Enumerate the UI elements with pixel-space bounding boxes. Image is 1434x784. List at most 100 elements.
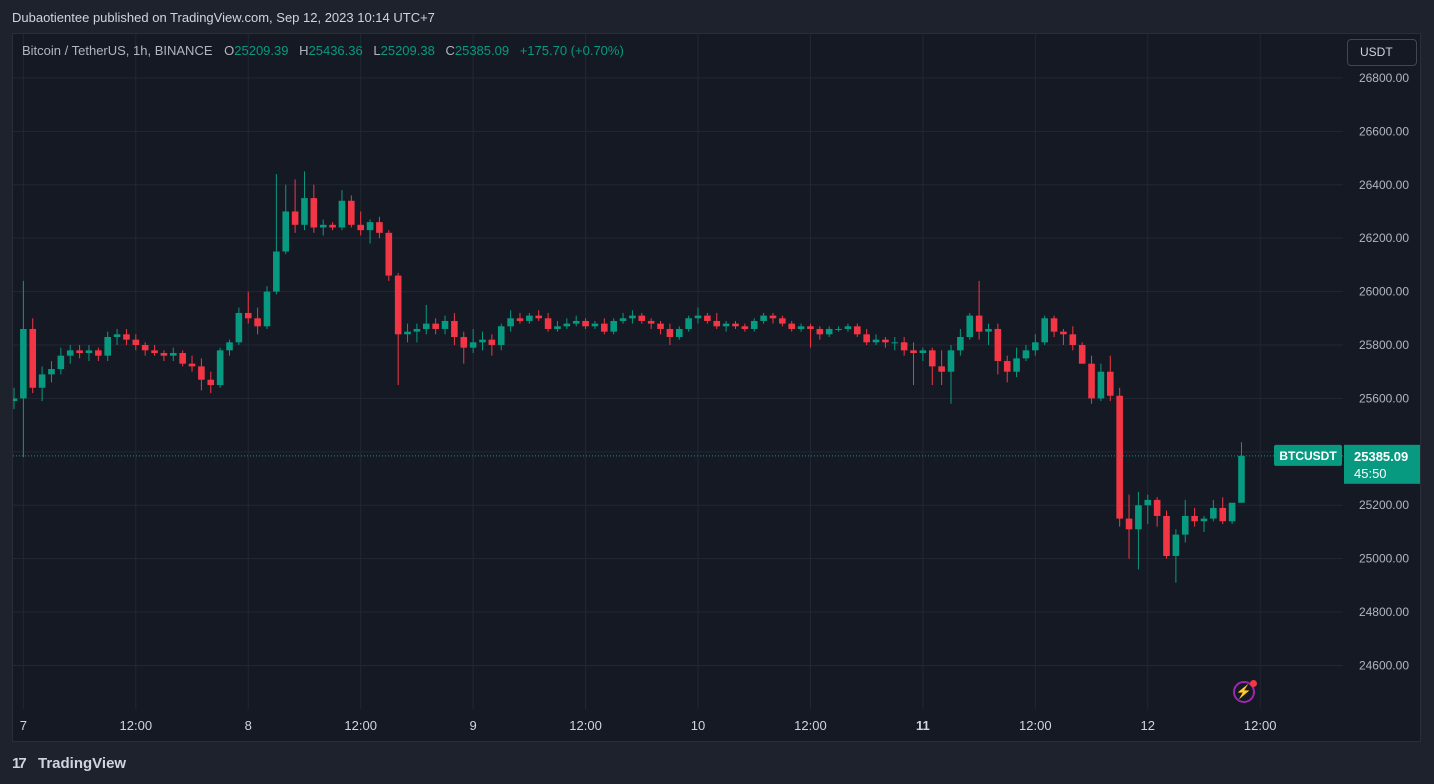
publisher-line: Dubaotientee published on TradingView.co…: [12, 10, 435, 25]
candle-body: [1210, 507, 1217, 519]
legend-close-label: C: [445, 43, 455, 58]
candle-body: [13, 398, 18, 402]
candle-body: [422, 323, 430, 329]
candle-body: [1219, 507, 1227, 522]
candle-body: [582, 320, 589, 327]
candle-body: [957, 336, 964, 351]
candle-body: [1125, 518, 1133, 530]
x-tick-label: 7: [20, 718, 27, 733]
candle-body: [554, 326, 561, 329]
legend-open-value: 25209.39: [234, 43, 289, 58]
candle-body: [938, 366, 945, 372]
candlestick-chart[interactable]: 26800.00 26600.00 26400.00 26200.00 26000.00…: [13, 34, 1420, 741]
candle-body: [572, 320, 580, 324]
candle-body: [1041, 318, 1048, 343]
candle-body: [254, 318, 261, 327]
candle-body: [141, 345, 149, 351]
y-tick-label: 25600.00: [1359, 391, 1409, 405]
candle-body: [544, 318, 552, 329]
y-tick-label: 26200.00: [1359, 231, 1409, 245]
tradingview-logo-icon: 17: [12, 755, 27, 772]
candle-body: [29, 328, 37, 388]
candle-body: [376, 222, 383, 233]
candle-body: [910, 350, 917, 354]
x-tick-label: 12: [1141, 718, 1155, 733]
candle-body: [713, 320, 721, 327]
y-tick-label: 25200.00: [1359, 498, 1409, 512]
candle-body: [1181, 515, 1189, 535]
candle-body: [329, 224, 336, 228]
candle-body: [1078, 345, 1086, 364]
candle-body: [394, 275, 402, 335]
candle-body: [694, 315, 702, 319]
candle-body: [207, 379, 215, 386]
candle-body: [413, 328, 421, 332]
candle-body: [38, 374, 46, 388]
candle-body: [647, 320, 655, 324]
candle-body: [310, 198, 318, 228]
candle-body: [1050, 318, 1058, 332]
candle-body: [497, 326, 505, 345]
candle-body: [348, 200, 355, 225]
candle-body: [685, 318, 692, 329]
candle-body: [704, 315, 711, 321]
lightning-icon[interactable]: ⚡: [1233, 680, 1257, 703]
candle-body: [844, 326, 852, 329]
candle-body: [863, 334, 870, 343]
y-tick-label: 26000.00: [1359, 285, 1409, 299]
candle-body: [601, 323, 608, 332]
candle-body: [460, 336, 468, 348]
candle-body: [357, 224, 364, 231]
chart-panel[interactable]: 26800.00 26600.00 26400.00 26200.00 26000.00…: [12, 33, 1421, 742]
notification-dot: [1250, 680, 1257, 687]
candle-body: [104, 336, 111, 356]
currency-button[interactable]: USDT: [1347, 39, 1417, 66]
legend-high-value: 25436.36: [308, 43, 363, 58]
candle-body: [891, 342, 899, 344]
candle-body: [900, 342, 908, 351]
candle-body: [657, 323, 664, 329]
candle-body: [516, 318, 524, 321]
candle-body: [1172, 534, 1180, 556]
candle-body: [535, 315, 543, 319]
candle-body: [722, 323, 730, 327]
symbol-tag-bg: [1274, 444, 1342, 466]
tradingview-brand[interactable]: 17 TradingView: [12, 755, 126, 772]
candle-body: [1153, 499, 1161, 516]
candle-body: [20, 328, 27, 399]
candle-body: [919, 350, 927, 354]
candle-body: [835, 328, 842, 330]
candle-body: [226, 342, 233, 351]
candle-body: [1106, 371, 1114, 396]
candle-body: [675, 328, 683, 337]
x-tick-label: 12:00: [794, 718, 827, 733]
candle-body: [179, 353, 186, 364]
candle-body: [629, 315, 636, 319]
candle-body: [451, 320, 458, 337]
symbol-tag-label: BTCUSDT: [1279, 449, 1337, 463]
x-tick-label: 12:00: [1244, 718, 1277, 733]
candle-body: [563, 323, 571, 327]
y-tick-label: 24600.00: [1359, 658, 1409, 672]
candle-body: [928, 350, 936, 367]
candle-body: [741, 326, 749, 329]
y-tick-label: 26600.00: [1359, 124, 1409, 138]
candle-body: [385, 232, 393, 276]
candle-body: [48, 369, 55, 375]
candle-body: [273, 251, 280, 292]
candle-body: [1191, 515, 1198, 522]
candle-body: [151, 350, 158, 354]
y-tick-label: 26800.00: [1359, 71, 1409, 85]
candle-body: [947, 350, 955, 372]
candle-body: [488, 339, 496, 345]
x-tick-label: 9: [470, 718, 477, 733]
candle-body: [1013, 358, 1020, 372]
candle-body: [85, 350, 93, 354]
candle-body: [132, 339, 140, 345]
candle-body: [1135, 505, 1142, 530]
candle-body: [1069, 334, 1077, 345]
legend-change: +175.70 (+0.70%): [519, 43, 624, 58]
candle-body: [366, 222, 374, 231]
candle-body: [1228, 502, 1236, 522]
candle-body: [994, 328, 1002, 362]
